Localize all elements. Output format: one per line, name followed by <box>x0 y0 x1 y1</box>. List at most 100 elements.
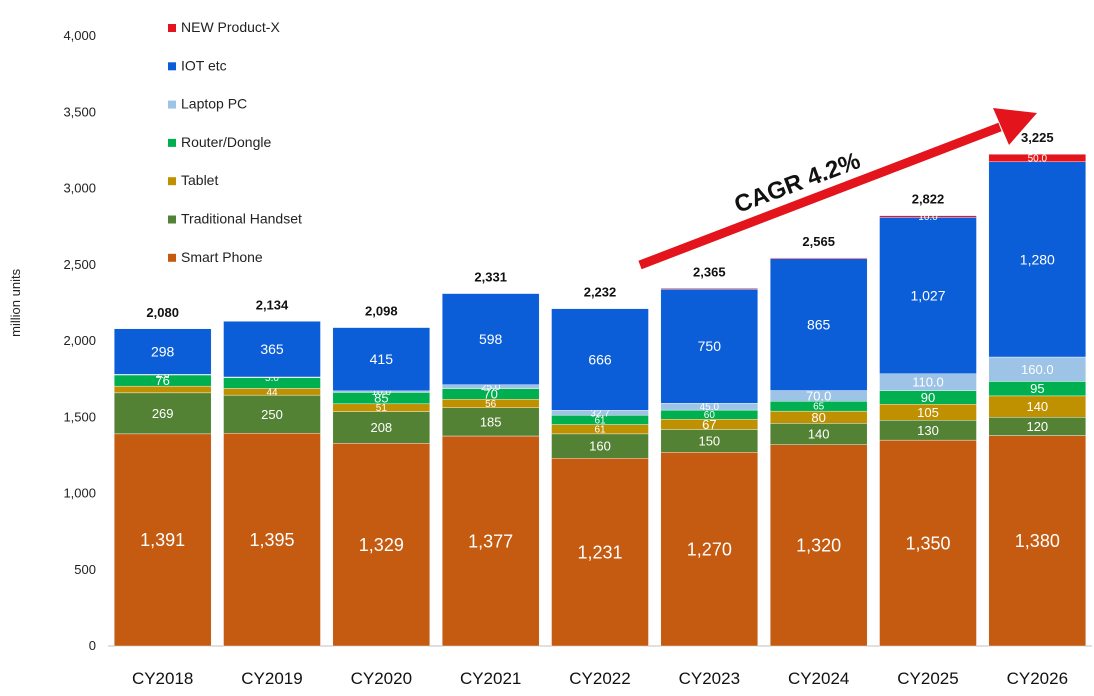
bar-segment <box>223 433 321 647</box>
legend-label: Router/Dongle <box>181 134 271 150</box>
bar-segment <box>113 328 212 375</box>
legend: NEW Product-X IOT etc Laptop PC Router/Dong… <box>168 19 302 265</box>
y-axis: 0 500 1,000 1,500 2,000 2,500 3,000 3,500 4,000 <box>63 28 1092 653</box>
legend-label: Tablet <box>181 172 218 188</box>
segment-value-label: 80 <box>811 410 825 425</box>
segment-value-label: 130 <box>917 423 939 438</box>
legend-swatch <box>168 138 176 147</box>
segment-value-label: 70.0 <box>806 388 831 403</box>
x-tick-label: CY2019 <box>241 669 302 688</box>
segment-value-label: 85 <box>374 391 388 406</box>
bar-segment <box>769 444 868 647</box>
legend-label: Smart Phone <box>181 249 263 265</box>
segment-value-label: 1,280 <box>1020 251 1055 267</box>
bar-total-label: 2,134 <box>256 297 289 312</box>
segment-value-label: 45.0 <box>700 402 720 413</box>
segment-value-label: 750 <box>698 338 722 354</box>
segment-value-label: 1,395 <box>249 530 294 550</box>
x-tick-label: CY2025 <box>897 669 958 688</box>
bar-segment <box>441 293 540 385</box>
y-axis-label: million units <box>8 268 23 336</box>
x-tick-label: CY2020 <box>351 669 412 688</box>
segment-value-label: 598 <box>479 331 503 347</box>
segment-value-label: 67 <box>702 417 716 432</box>
bar-segment <box>660 452 759 647</box>
y-tick-label: 4,000 <box>63 28 96 43</box>
segment-value-label: 208 <box>370 420 392 435</box>
x-tick-label: CY2018 <box>132 669 193 688</box>
segment-value-label: 160.0 <box>1021 362 1054 377</box>
legend-swatch <box>168 62 176 71</box>
segment-value-label: 105 <box>917 405 939 420</box>
bars: 1,391 269 762.0 298 2,080 1,395 250 44 5.0 365 2,1… <box>113 130 1087 647</box>
bar-segment <box>332 327 431 392</box>
segment-value-label: 60 <box>704 410 716 421</box>
bar-segment <box>332 443 431 647</box>
legend-swatch <box>168 24 176 32</box>
segment-value-label: 1,350 <box>905 533 950 553</box>
x-tick-label: CY2024 <box>788 669 849 688</box>
cagr-annotation: CAGR 4.2% <box>638 108 1037 270</box>
segment-value-label: 50.0 <box>1028 154 1048 165</box>
segment-value-label: 160 <box>589 439 611 454</box>
segment-value-label: 110.0 <box>912 375 944 390</box>
x-tick-label: CY2026 <box>1007 669 1068 688</box>
segment-value-label: 1,329 <box>359 535 404 555</box>
segment-value-label: 44 <box>266 387 278 398</box>
segment-value-label: 5.0 <box>265 373 279 384</box>
segment-value-label: 70 <box>483 386 497 401</box>
bar-segment <box>988 435 1087 647</box>
legend-label: NEW Product-X <box>181 19 280 35</box>
segment-value-label: 185 <box>480 414 502 429</box>
bar-total-label: 2,098 <box>365 304 398 319</box>
segment-value-label: 95 <box>1030 381 1044 396</box>
bar-segment <box>988 161 1087 358</box>
y-tick-label: 3,000 <box>63 181 96 196</box>
segment-value-label: 1,270 <box>687 539 732 559</box>
segment-value-label: 1,320 <box>796 536 841 556</box>
y-tick-label: 0 <box>89 638 96 653</box>
legend-label: Laptop PC <box>181 96 247 112</box>
x-axis-labels: CY2018 CY2019 CY2020 CY2021 CY2022 CY2023 CY20… <box>132 669 1068 688</box>
bar-total-label: 2,331 <box>474 270 507 285</box>
segment-value-label: 10.0 <box>918 212 938 223</box>
segment-value-label: 65 <box>813 402 825 413</box>
segment-value-label: 61 <box>594 415 606 426</box>
segment-value-label: 120 <box>1026 419 1048 434</box>
cagr-arrow-shaft <box>638 122 1002 270</box>
bar-segment <box>879 439 977 647</box>
legend-swatch <box>168 253 176 262</box>
x-tick-label: CY2021 <box>460 669 521 688</box>
segment-value-label: 865 <box>807 317 831 333</box>
bar-segment <box>988 153 1087 163</box>
x-tick-label: CY2023 <box>679 669 740 688</box>
y-tick-label: 500 <box>74 562 96 577</box>
segment-value-label: 250 <box>261 407 283 422</box>
bar-segment <box>660 288 759 290</box>
bar-segment <box>332 411 431 444</box>
bar-segment <box>988 356 1087 382</box>
y-tick-label: 2,500 <box>63 257 96 272</box>
segment-value-label: 298 <box>151 343 175 359</box>
segment-value-label: 76 <box>155 373 169 388</box>
legend-label: IOT etc <box>181 57 227 73</box>
legend-swatch <box>168 177 176 186</box>
bar-total-label: 2,232 <box>584 285 617 300</box>
segment-value-label: 10.0 <box>372 387 392 398</box>
bar-total-label: 2,365 <box>693 264 726 279</box>
segment-value-label: 32.7 <box>590 408 610 419</box>
segment-value-label: 90 <box>921 390 935 405</box>
bar-segment <box>441 407 540 437</box>
y-tick-label: 3,500 <box>63 104 96 119</box>
segment-value-label: 1,231 <box>577 542 622 562</box>
bar-total-label: 2,565 <box>802 234 835 249</box>
bar-segment <box>551 458 649 647</box>
segment-value-label: 365 <box>260 341 284 357</box>
bar-total-label: 2,080 <box>146 305 179 320</box>
segment-value-label: 51 <box>376 403 388 414</box>
y-tick-label: 1,500 <box>63 409 96 424</box>
segment-value-label: 150 <box>698 433 720 448</box>
cagr-arrow-head <box>993 108 1037 145</box>
